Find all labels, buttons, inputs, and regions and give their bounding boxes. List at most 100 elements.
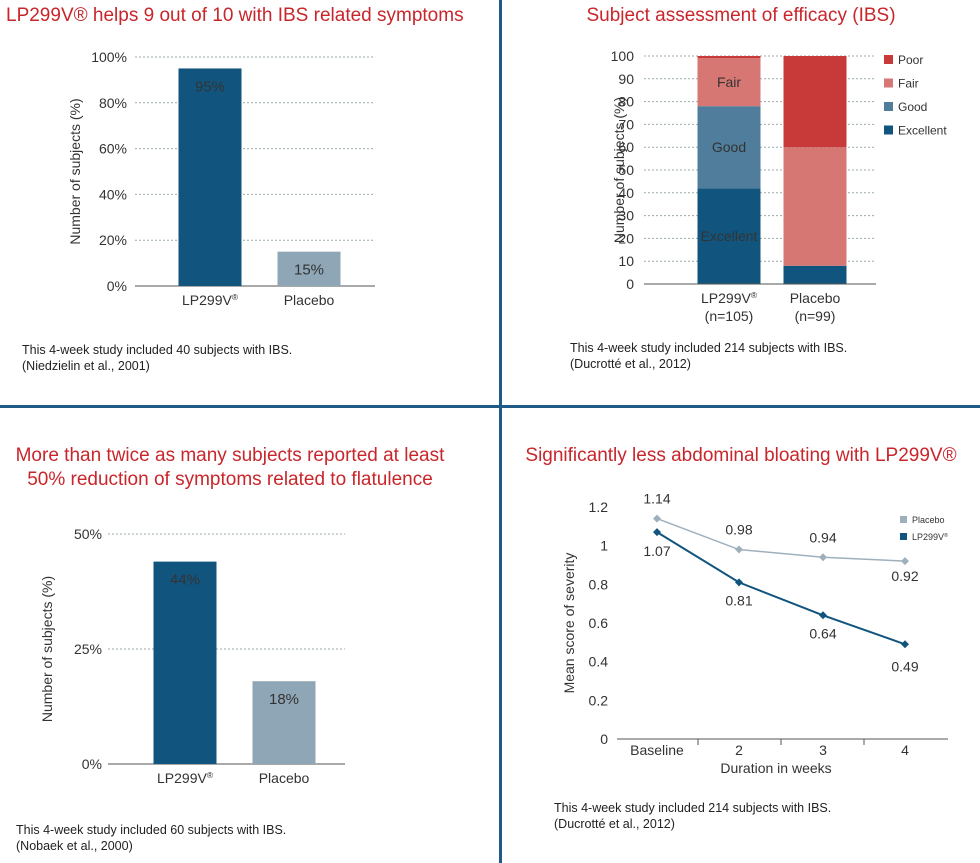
segment-label: Excellent	[701, 228, 758, 244]
y-tick-label: 50	[618, 162, 634, 178]
data-label: 95%	[195, 78, 225, 95]
y-tick-label: 0.4	[589, 654, 609, 670]
y-tick-label: 10	[618, 253, 634, 269]
panel-title: More than twice as many subjects reporte…	[0, 444, 460, 492]
data-point	[653, 514, 661, 523]
stacked-bar-segment	[697, 56, 761, 59]
x-tick-label: Placebo	[284, 292, 335, 308]
panel-ibs-symptoms: LP299V® helps 9 out of 10 with IBS relat…	[0, 0, 499, 405]
data-point	[735, 545, 743, 554]
legend-label: Fair	[898, 77, 919, 91]
x-tick-label: 3	[819, 742, 827, 758]
bar-chart-ibs: 0% 20% 40% 60% 80% 100% Number of subjects (%)…	[67, 49, 375, 308]
y-tick-label: 100%	[91, 49, 127, 65]
bar	[153, 561, 217, 764]
panel-title: Significantly less abdominal bloating wi…	[525, 445, 957, 466]
y-tick-label: 60	[618, 139, 634, 155]
data-label: 0.81	[725, 592, 752, 608]
legend-swatch	[900, 533, 907, 540]
y-tick-label: 60%	[99, 141, 127, 157]
y-axis-label: Mean score of severity	[561, 553, 577, 694]
data-label: 0.98	[725, 522, 752, 538]
data-point	[819, 611, 827, 620]
x-tick-label: 2	[735, 742, 743, 758]
y-tick-label: 40	[618, 185, 634, 201]
segment-label: Fair	[717, 74, 741, 90]
study-note: This 4-week study included 214 subjects …	[570, 340, 847, 372]
data-label: 1.14	[643, 491, 670, 507]
bar-chart-flatulence: 0% 25% 50% Number of subjects (%) 44% LP299V®…	[39, 526, 345, 786]
y-tick-label: 70	[618, 116, 634, 132]
x-tick-label: Placebo	[790, 290, 841, 306]
stacked-bar-segment	[697, 188, 761, 284]
y-tick-label: 100	[611, 48, 635, 64]
legend-label: LP299V®​	[912, 532, 948, 542]
panel-title-line: 50% reduction of symptoms related to fla…	[27, 469, 433, 490]
x-tick-label: 4	[901, 742, 909, 758]
study-note: This 4-week study included 40 subjects w…	[22, 342, 292, 374]
panel-flatulence: More than twice as many subjects reporte…	[0, 408, 499, 863]
data-label: 0.92	[891, 568, 918, 584]
study-note: This 4-week study included 214 subjects …	[554, 800, 831, 832]
legend-swatch	[884, 102, 893, 111]
y-tick-label: 0.2	[589, 692, 609, 708]
stacked-bar-segment	[697, 58, 761, 107]
horizontal-divider	[0, 405, 980, 408]
x-tick-label: LP299V®​	[157, 770, 214, 786]
y-tick-label: 0	[600, 731, 608, 747]
legend-swatch	[900, 516, 907, 523]
panel-title: Subject assessment of efficacy (IBS)	[586, 5, 896, 26]
data-point	[653, 528, 661, 537]
data-point	[819, 553, 827, 562]
y-axis-label: Number of subjects (%)	[67, 98, 83, 244]
panel-bloating: Significantly less abdominal bloating wi…	[502, 408, 980, 863]
y-axis-label: Number of subjects (%)	[611, 97, 627, 243]
study-citation: (Ducrotté et al., 2012)	[570, 357, 691, 371]
y-axis-label: Number of subjects (%)	[39, 576, 55, 722]
y-tick-label: 20%	[99, 232, 127, 248]
data-label: 44%	[170, 572, 200, 589]
data-label: 0.64	[809, 625, 836, 641]
legend-label: Placebo	[912, 515, 945, 525]
stacked-bar-segment	[783, 265, 847, 284]
data-label: 0.94	[809, 529, 836, 545]
stacked-bar-segment	[783, 147, 847, 266]
series-line	[656, 517, 906, 562]
data-label: 18%	[269, 691, 299, 708]
bar	[252, 681, 316, 764]
study-citation: (Ducrotté et al., 2012)	[554, 817, 675, 831]
legend-swatch	[884, 55, 893, 64]
study-citation: (Nobaek et al., 2000)	[16, 839, 133, 853]
bar	[277, 251, 341, 286]
y-tick-label: 0%	[82, 756, 102, 772]
study-note: This 4-week study included 60 subjects w…	[16, 822, 286, 854]
y-tick-label: 20	[618, 230, 634, 246]
y-tick-label: 1	[600, 538, 608, 554]
study-citation: (Niedzielin et al., 2001)	[22, 359, 150, 373]
x-tick-label: Baseline	[630, 742, 684, 758]
legend-label: Excellent	[898, 124, 947, 138]
legend-label: Good	[898, 100, 927, 114]
stacked-bar-segment	[697, 106, 761, 189]
study-note-line: This 4-week study included 214 subjects …	[554, 801, 832, 815]
x-tick-sublabel: (n=99)	[795, 308, 836, 324]
x-tick-label: LP299V®​	[701, 290, 758, 306]
y-tick-label: 0%	[107, 278, 127, 294]
study-note-line: This 4-week study included 214 subjects …	[570, 341, 848, 355]
vertical-divider	[499, 0, 502, 863]
y-tick-label: 80	[618, 94, 634, 110]
data-label: 1.07	[643, 543, 670, 559]
y-tick-label: 0.6	[589, 615, 609, 631]
data-point	[901, 640, 909, 649]
panel-title: LP299V® helps 9 out of 10 with IBS relat…	[6, 5, 464, 26]
data-label: 15%	[294, 262, 324, 279]
stacked-bar-chart-efficacy: 0 10 20 30 40 50 60 70 80 90 100 Number of subjects…	[611, 48, 948, 324]
series-line	[656, 531, 906, 646]
y-tick-label: 90	[618, 71, 634, 87]
stacked-bar-segment	[783, 56, 847, 148]
y-tick-label: 40%	[99, 186, 127, 202]
y-tick-label: 50%	[74, 526, 102, 542]
legend-label: Poor	[898, 53, 923, 67]
data-label: 0.49	[891, 658, 918, 674]
y-tick-label: 80%	[99, 95, 127, 111]
